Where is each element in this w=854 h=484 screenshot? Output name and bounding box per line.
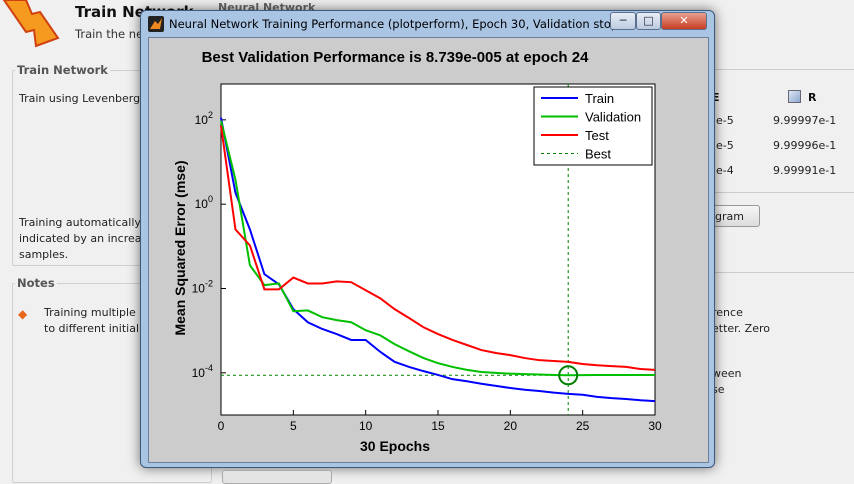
y-tick-label: 102 — [195, 110, 213, 127]
series-line-validation — [220, 120, 655, 377]
x-tick-label: 20 — [504, 419, 518, 433]
plot-button-label: gram — [715, 210, 744, 223]
training-method-text: Train using Levenberg- — [19, 92, 145, 105]
x-tick-label: 5 — [290, 419, 297, 433]
y-tick-label: 10-4 — [192, 363, 213, 380]
r-value: 9.99991e-1 — [773, 164, 837, 177]
divider — [700, 272, 854, 273]
train-network-group-label: Train Network — [15, 63, 110, 77]
training-info-line: indicated by an increas — [19, 232, 148, 245]
matlab-icon — [148, 16, 164, 32]
chart-title: Best Validation Performance is 8.739e-00… — [202, 49, 590, 66]
x-axis-label: 30 Epochs — [360, 438, 430, 454]
note-bullet-icon: ◆ — [18, 307, 28, 321]
notes-group-label: Notes — [15, 276, 57, 290]
figure-title-bar[interactable]: Neural Network Training Performance (plo… — [141, 11, 714, 37]
mse-value: e-4 — [716, 164, 734, 177]
legend-label: Validation — [585, 110, 641, 125]
right-note-text: rence — [712, 306, 743, 319]
r-column-header: R — [808, 91, 817, 104]
divider — [700, 69, 854, 70]
note-line: to different initial — [44, 322, 140, 335]
divider — [700, 192, 854, 193]
maximize-button[interactable]: □ — [636, 12, 661, 30]
performance-chart: Best Validation Performance is 8.739e-00… — [172, 49, 662, 454]
x-tick-label: 25 — [576, 419, 590, 433]
note-line: Training multiple — [44, 306, 136, 319]
y-tick-label: 100 — [195, 194, 213, 211]
bottom-button[interactable] — [222, 470, 332, 484]
y-tick-label: 10-2 — [192, 279, 213, 296]
mse-column-header: E — [712, 91, 720, 104]
right-note-text: se — [712, 383, 725, 396]
minimize-button[interactable]: ─ — [610, 12, 636, 30]
series-line-test — [220, 125, 656, 371]
x-tick-label: 0 — [218, 419, 225, 433]
figure-canvas: Best Validation Performance is 8.739e-00… — [148, 37, 709, 463]
mse-value: e-5 — [716, 114, 734, 127]
legend-label: Train — [585, 91, 614, 106]
legend-box — [533, 86, 653, 166]
right-note-text: ween — [712, 367, 742, 380]
figure-window-title: Neural Network Training Performance (plo… — [169, 17, 622, 31]
performance-figure-window: Neural Network Training Performance (plo… — [140, 10, 715, 468]
best-point-marker — [558, 365, 579, 386]
mse-value: e-5 — [716, 139, 734, 152]
page-subtitle: Train the ne — [75, 27, 144, 41]
r-value: 9.99997e-1 — [773, 114, 837, 127]
close-button[interactable]: ✕ — [661, 12, 707, 30]
right-note-text: etter. Zero — [712, 322, 770, 335]
training-info-line: Training automatically — [19, 216, 141, 229]
r-value: 9.99996e-1 — [773, 139, 837, 152]
train-lightning-icon — [0, 0, 62, 48]
legend-label: Best — [585, 147, 611, 162]
legend-label: Test — [585, 128, 609, 143]
x-tick-label: 30 — [648, 419, 662, 433]
training-info-line: samples. — [19, 248, 69, 261]
plot-regression-icon[interactable] — [788, 90, 801, 103]
x-tick-label: 15 — [431, 419, 445, 433]
x-tick-label: 10 — [359, 419, 373, 433]
y-axis-label: Mean Squared Error (mse) — [172, 160, 188, 335]
